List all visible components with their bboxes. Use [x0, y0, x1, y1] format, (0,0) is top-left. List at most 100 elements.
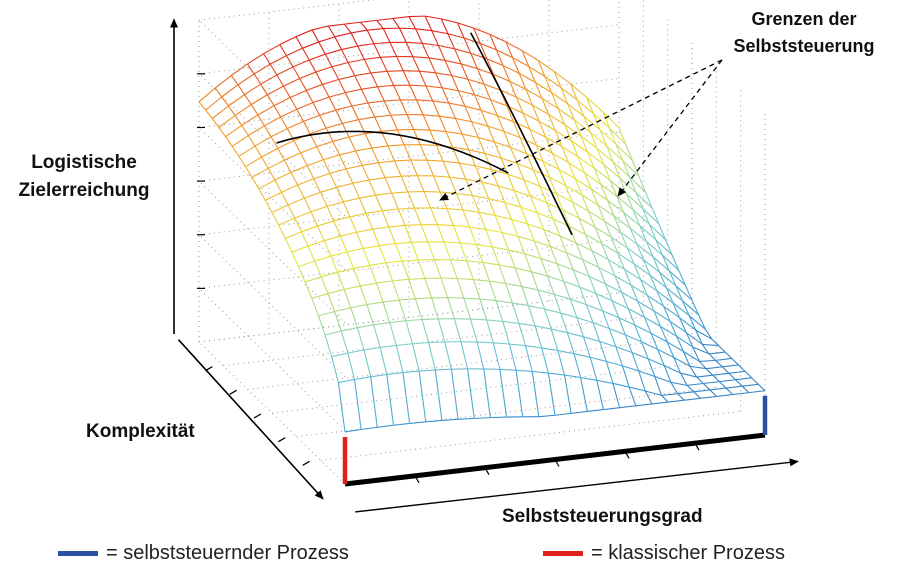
mesh-line — [561, 146, 579, 158]
mesh-line — [473, 27, 481, 44]
mesh-line — [344, 92, 353, 107]
mesh-line — [567, 103, 585, 117]
mesh-line — [601, 243, 609, 260]
mesh-line — [405, 318, 423, 322]
mesh-line — [306, 83, 323, 91]
mesh-line — [696, 374, 713, 378]
mesh-line — [324, 330, 342, 336]
mesh-line — [522, 112, 531, 130]
mesh-line — [385, 262, 394, 282]
mesh-line — [576, 317, 585, 337]
mesh-line — [489, 33, 507, 43]
mesh-line — [399, 99, 408, 115]
mesh-line — [622, 160, 640, 177]
mesh-line — [539, 186, 548, 203]
mesh-line — [305, 90, 314, 103]
mesh-line — [316, 146, 324, 161]
mesh-line — [417, 259, 426, 279]
mesh-line — [619, 405, 636, 409]
mesh-line — [422, 42, 439, 47]
mesh-line — [298, 266, 306, 283]
mesh-line — [291, 251, 300, 267]
mesh-line — [487, 125, 505, 132]
mesh-line — [536, 212, 554, 220]
mesh-line — [391, 191, 408, 194]
mesh-line — [309, 53, 326, 61]
mesh-line — [738, 364, 746, 372]
mesh-line — [620, 231, 628, 249]
mesh-line — [699, 359, 716, 362]
mesh-line — [640, 279, 658, 292]
mesh-line — [379, 347, 388, 375]
mesh-line — [715, 357, 732, 361]
mesh-line — [502, 321, 510, 345]
mesh-line — [338, 75, 355, 81]
mesh-line — [315, 71, 323, 85]
mesh-line — [314, 260, 322, 278]
mesh-line — [465, 178, 473, 196]
mesh-line — [337, 267, 354, 273]
mesh-line — [505, 283, 513, 304]
mesh-line — [356, 232, 364, 249]
mesh-line — [597, 204, 615, 217]
mesh-line — [672, 302, 681, 318]
mesh-line — [685, 332, 703, 345]
mesh-line — [695, 329, 713, 340]
mesh-line — [583, 336, 600, 343]
mesh-line — [670, 381, 688, 386]
mesh-line — [241, 125, 249, 136]
mesh-line — [333, 216, 351, 222]
mesh-line — [369, 262, 387, 266]
mesh-line — [448, 102, 466, 107]
mesh-line — [512, 121, 521, 138]
mesh-line — [612, 161, 630, 178]
mesh-line — [428, 57, 437, 74]
mesh-line — [420, 144, 437, 146]
mesh-line — [586, 97, 594, 114]
mesh-line — [398, 207, 415, 210]
mesh-line — [731, 358, 739, 366]
mesh-line — [265, 191, 282, 201]
mesh-line — [392, 16, 410, 20]
mesh-line — [484, 152, 502, 159]
mesh-line — [571, 140, 588, 153]
mesh-line — [559, 235, 577, 244]
mesh-line — [534, 325, 552, 330]
mesh-line — [396, 129, 405, 146]
mesh-line — [486, 319, 494, 343]
mesh-line — [535, 81, 552, 93]
mesh-line — [500, 157, 518, 165]
z-axis-tick — [278, 437, 286, 443]
mesh-line — [451, 75, 459, 91]
mesh-line — [590, 188, 599, 206]
mesh-line — [608, 259, 625, 270]
mesh-line — [449, 176, 466, 180]
mesh-line — [489, 34, 497, 51]
mesh-line — [537, 60, 546, 77]
mesh-line — [742, 383, 759, 387]
mesh-line — [254, 136, 272, 147]
mesh-line — [628, 176, 637, 193]
mesh-line — [418, 370, 427, 422]
mesh-line — [325, 49, 342, 55]
mesh-line — [604, 220, 612, 238]
mesh-line — [323, 154, 340, 161]
mesh-line — [617, 252, 635, 265]
mesh-line — [678, 270, 686, 286]
mesh-line — [328, 96, 337, 111]
mesh-line — [602, 310, 619, 319]
mesh-line — [648, 223, 666, 240]
annotation-line-1: Grenzen der — [751, 9, 857, 29]
surface-mesh — [198, 15, 766, 433]
mesh-line — [679, 317, 687, 333]
mesh-line — [368, 179, 377, 196]
mesh-line — [478, 212, 487, 230]
mesh-line — [231, 146, 240, 157]
mesh-line — [692, 346, 701, 362]
mesh-line — [579, 286, 597, 295]
mesh-line — [250, 104, 259, 116]
mesh-line — [205, 109, 213, 119]
mesh-line — [568, 162, 576, 179]
mesh-line — [596, 380, 604, 410]
mesh-line — [580, 135, 589, 153]
